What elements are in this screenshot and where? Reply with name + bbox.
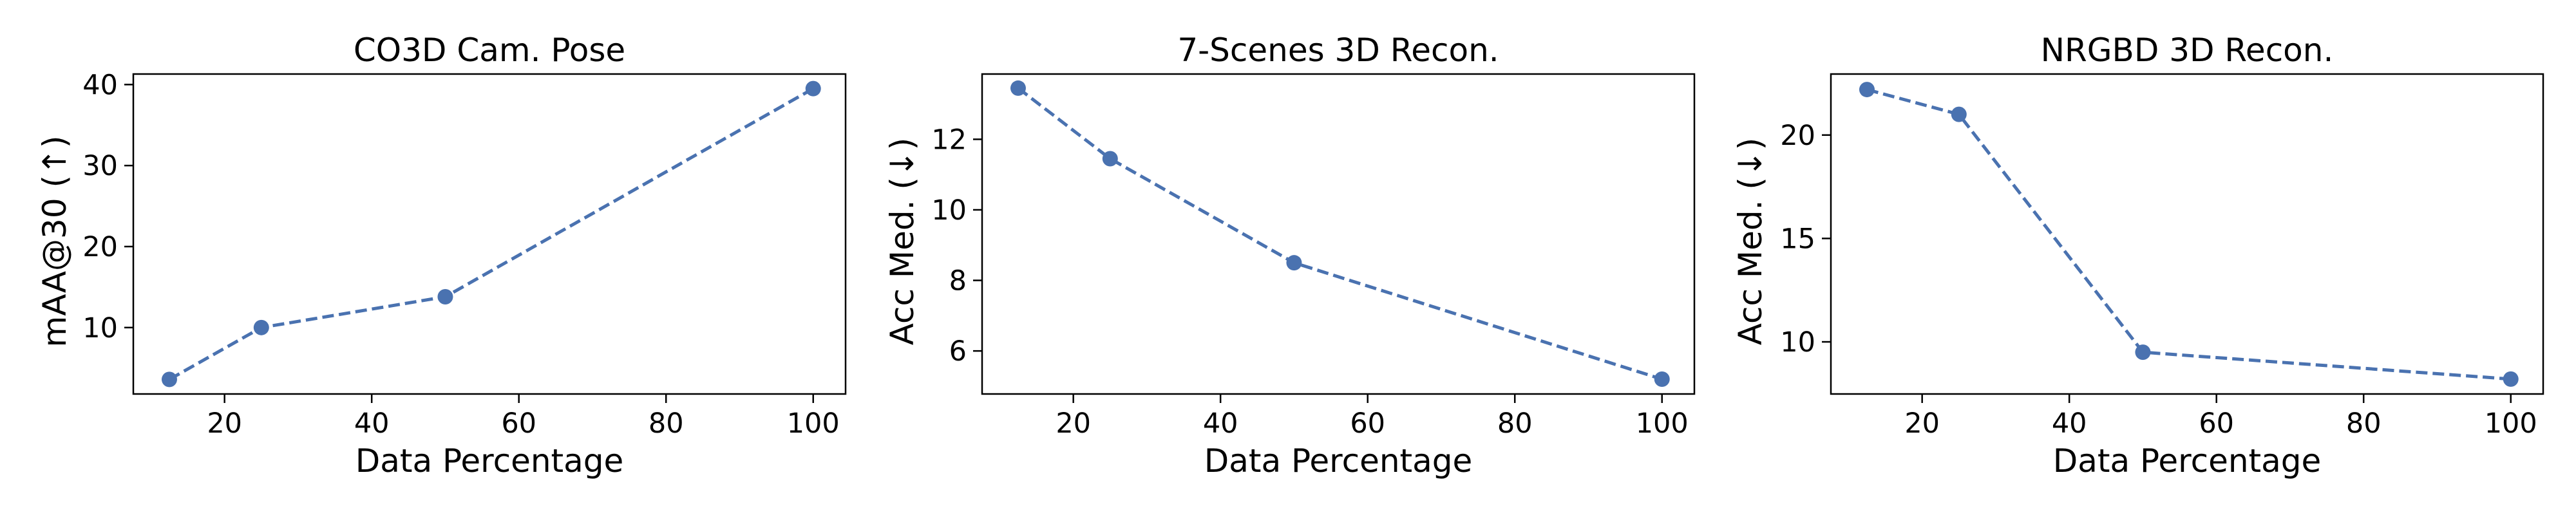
- series-line: [1017, 86, 1663, 381]
- data-point: [1286, 255, 1302, 271]
- y-tick-label: 30: [82, 150, 118, 182]
- data-series: [161, 80, 821, 388]
- y-tick-label: 20: [1780, 120, 1815, 152]
- panel-7-scenes-3d-recon: 7-Scenes 3D Recon. Data Percentage Acc M…: [884, 32, 1696, 480]
- x-tick-label: 40: [2052, 407, 2087, 440]
- data-point: [437, 289, 453, 305]
- x-tick-label: 40: [354, 407, 390, 440]
- data-point: [1951, 106, 1967, 122]
- x-tick-label: 20: [1056, 407, 1091, 440]
- y-axis-label: mAA@30 (↑): [36, 136, 73, 348]
- plot-frame: [981, 73, 1696, 395]
- data-point: [1102, 151, 1118, 167]
- x-tick-label: 100: [1636, 407, 1689, 440]
- y-tick-label: 6: [949, 335, 967, 368]
- data-series: [1859, 82, 2519, 387]
- panel-title: 7-Scenes 3D Recon.: [1177, 32, 1499, 69]
- series-line: [1866, 88, 2511, 381]
- y-tick-label: 8: [949, 265, 967, 297]
- x-axis-label: Data Percentage: [355, 442, 624, 480]
- y-tick-label: 15: [1780, 223, 1815, 255]
- y-ticks: 10 15 20: [1780, 120, 1831, 359]
- data-point: [1010, 80, 1026, 96]
- panel-title: NRGBD 3D Recon.: [2041, 32, 2334, 69]
- x-tick-label: 100: [787, 407, 840, 440]
- data-point: [1654, 371, 1670, 387]
- x-tick-label: 20: [207, 407, 242, 440]
- x-tick-label: 100: [2485, 407, 2537, 440]
- panel-co3d-cam-pose: CO3D Cam. Pose Data Percentage mAA@30 (↑…: [36, 32, 847, 480]
- y-tick-label: 20: [82, 231, 118, 263]
- plot-frame: [132, 73, 847, 395]
- data-point: [2503, 371, 2519, 387]
- data-point: [253, 319, 269, 335]
- x-axis-label: Data Percentage: [2053, 442, 2322, 480]
- y-ticks: 6 8 10 12: [931, 124, 982, 368]
- x-tick-label: 20: [1904, 407, 1940, 440]
- series-line: [168, 87, 814, 381]
- data-series: [1010, 80, 1670, 387]
- x-ticks: 20 40 60 80 100: [207, 394, 840, 440]
- data-point: [1859, 82, 1875, 98]
- y-tick-label: 10: [1780, 326, 1815, 359]
- panel-title: CO3D Cam. Pose: [354, 32, 625, 69]
- y-tick-label: 40: [82, 69, 118, 101]
- data-point: [2135, 344, 2151, 360]
- y-tick-label: 10: [82, 312, 118, 344]
- x-axis-label: Data Percentage: [1204, 442, 1473, 480]
- x-tick-label: 80: [2346, 407, 2382, 440]
- y-axis-label: Acc Med. (↓): [884, 138, 921, 346]
- plot-frame: [1830, 73, 2544, 395]
- y-tick-label: 10: [931, 194, 967, 227]
- y-tick-label: 12: [931, 124, 967, 156]
- x-tick-label: 80: [649, 407, 684, 440]
- x-tick-label: 60: [1350, 407, 1385, 440]
- x-ticks: 20 40 60 80 100: [1904, 394, 2537, 440]
- panel-nrgbd-3d-recon: NRGBD 3D Recon. Data Percentage Acc Med.…: [1732, 32, 2544, 480]
- data-point: [805, 80, 821, 97]
- y-ticks: 10 20 30 40: [82, 69, 133, 344]
- y-axis-label: Acc Med. (↓): [1732, 138, 1769, 346]
- x-tick-label: 40: [1203, 407, 1238, 440]
- x-tick-label: 60: [501, 407, 536, 440]
- data-point: [161, 371, 177, 388]
- x-ticks: 20 40 60 80 100: [1056, 394, 1689, 440]
- x-tick-label: 80: [1497, 407, 1533, 440]
- x-tick-label: 60: [2199, 407, 2234, 440]
